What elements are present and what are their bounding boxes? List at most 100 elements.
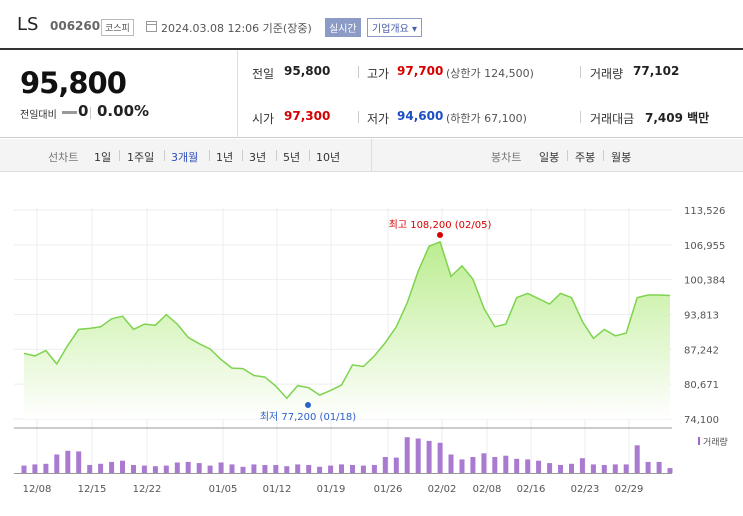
tab-1w[interactable]: 1주일 — [127, 151, 155, 164]
divider — [371, 139, 372, 172]
volume-bar — [612, 464, 618, 473]
volume-bar — [43, 463, 49, 474]
realtime-button[interactable]: 실시간 — [325, 18, 361, 37]
volume-bar — [339, 464, 344, 473]
x-tick-label: 12/08 — [23, 484, 52, 495]
divider — [164, 150, 165, 161]
divider — [237, 50, 238, 138]
volume-bar — [667, 468, 673, 473]
y-tick-label: 113,526 — [684, 206, 725, 217]
x-tick-label: 02/02 — [428, 484, 457, 495]
divider — [119, 150, 120, 161]
volume-bar — [525, 459, 531, 473]
volume-bar — [459, 459, 465, 473]
volume-bar — [76, 451, 82, 473]
divider — [358, 66, 359, 78]
volume-bar — [328, 465, 334, 473]
volume-bar — [382, 457, 388, 473]
chart-period-tabs: 선차트 1일 1주일 3개월 1년 3년 5년 10년 봉차트 일봉 주봉 월봉 — [0, 139, 743, 172]
price-chart: 113,526 106,955 100,384 93,813 87,242 80,671 7… — [14, 206, 728, 495]
volume-bar — [120, 460, 125, 473]
stock-header: LS 006260 코스피 2024.03.08 12:06 기준(장중) 실시… — [0, 0, 743, 50]
volume-bar — [251, 464, 257, 473]
line-chart-label: 선차트 — [48, 151, 79, 164]
volume-bar — [360, 465, 366, 473]
volume-bar — [240, 466, 246, 473]
tab-monthly[interactable]: 월봉 — [611, 151, 632, 164]
volume-bar — [295, 464, 301, 473]
y-tick-label: 74,100 — [684, 415, 719, 426]
chevron-down-icon: ▾ — [412, 24, 418, 35]
y-tick-label: 100,384 — [684, 276, 725, 287]
volume-legend-icon — [698, 437, 700, 445]
volume-bar — [306, 465, 312, 473]
volume-bar — [579, 458, 585, 473]
upper-limit: (상한가 124,500) — [446, 67, 534, 80]
x-tick-label: 01/26 — [374, 484, 403, 495]
volume-bar — [569, 463, 574, 474]
stock-code: 006260 — [50, 19, 101, 33]
price-area — [24, 241, 670, 419]
x-tick-label: 01/12 — [263, 484, 292, 495]
volume-bar — [645, 461, 651, 473]
volume-bar — [481, 453, 487, 473]
volume-bar — [393, 457, 399, 473]
tab-weekly[interactable]: 주봉 — [575, 151, 596, 164]
divider — [580, 111, 581, 123]
market-badge: 코스피 — [101, 19, 134, 36]
y-tick-label: 106,955 — [684, 241, 725, 252]
prev-close-label: 전일 — [252, 67, 275, 81]
low-value: 94,600 — [397, 109, 444, 123]
volume-bar — [590, 464, 596, 473]
divider — [309, 150, 310, 161]
x-tick-label: 02/16 — [517, 484, 546, 495]
volume-bar — [371, 465, 377, 473]
volume-bar — [131, 465, 136, 473]
x-tick-label: 12/22 — [133, 484, 162, 495]
volume-bar — [415, 438, 421, 473]
volume-bar — [601, 465, 607, 473]
y-tick-label: 80,671 — [684, 380, 719, 391]
volume-label: 거래량 — [590, 67, 624, 81]
lower-limit: (하한가 67,100) — [446, 112, 527, 125]
y-tick-label: 87,242 — [684, 345, 719, 356]
divider — [603, 150, 604, 161]
volume-bar — [229, 464, 235, 473]
volume-bar — [185, 461, 191, 473]
company-overview-button[interactable]: 기업개요 ▾ — [367, 18, 423, 37]
volume-bar — [98, 463, 104, 474]
divider — [242, 150, 243, 161]
volume-bar — [163, 465, 169, 473]
change-value: 0 — [78, 102, 89, 120]
volume-bar — [503, 455, 509, 473]
volume-bar — [196, 463, 202, 473]
header-divider — [0, 48, 743, 50]
volume-bar — [448, 454, 454, 473]
calendar-icon — [146, 21, 157, 32]
volume-bar — [262, 465, 268, 473]
tab-3y[interactable]: 3년 — [249, 151, 267, 164]
tab-10y[interactable]: 10년 — [316, 151, 341, 164]
tab-1d[interactable]: 1일 — [94, 151, 112, 164]
volume-legend: 거래량 — [703, 436, 728, 448]
tab-3m[interactable]: 3개월 — [171, 151, 199, 164]
tab-1y[interactable]: 1년 — [216, 151, 234, 164]
trade-value: 7,409 백만 — [645, 111, 710, 125]
divider — [209, 150, 210, 161]
timestamp: 2024.03.08 12:06 기준(장중) — [161, 22, 312, 35]
volume-bar — [109, 461, 115, 473]
volume-bar — [87, 465, 93, 473]
low-label: 저가 — [367, 112, 390, 126]
low-annotation: 최저 77,200 (01/18) — [260, 411, 356, 423]
tab-daily[interactable]: 일봉 — [539, 151, 560, 164]
tab-5y[interactable]: 5년 — [283, 151, 301, 164]
current-price: 95,800 — [20, 66, 127, 100]
company-overview-label: 기업개요 — [372, 24, 409, 35]
x-tick-label: 12/15 — [78, 484, 107, 495]
no-change-icon — [62, 111, 77, 114]
price-summary: 95,800 전일대비 0 0.00% 전일 95,800 고가 97,700 … — [0, 50, 743, 138]
stock-name[interactable]: LS — [17, 14, 39, 35]
volume-bar — [558, 465, 563, 473]
trade-value-label: 거래대금 — [590, 112, 635, 126]
volume-bar — [404, 437, 410, 473]
